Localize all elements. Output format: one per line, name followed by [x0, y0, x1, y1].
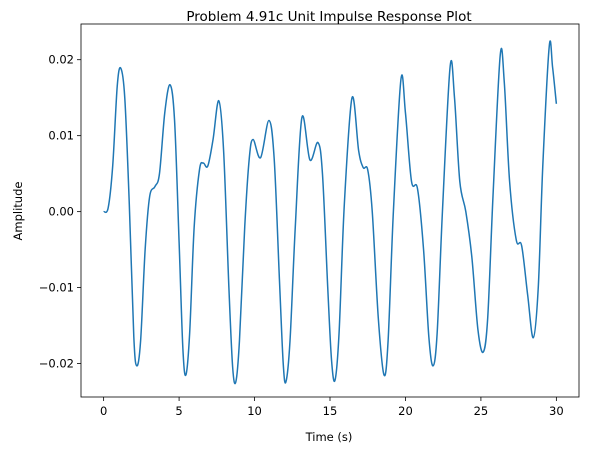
y-tick-label: 0.00	[48, 205, 74, 219]
x-axis-label: Time (s)	[305, 430, 353, 444]
data-line	[103, 40, 558, 385]
x-tick-label: 15	[323, 404, 338, 418]
x-tick-label: 10	[247, 404, 262, 418]
x-tick-label: 25	[474, 404, 489, 418]
y-tick-label: −0.01	[39, 281, 74, 295]
y-tick-label: 0.01	[48, 129, 74, 143]
y-tick-label: 0.02	[48, 53, 74, 67]
x-tick-label: 30	[549, 404, 564, 418]
x-tick-label: 20	[398, 404, 413, 418]
chart-title: Problem 4.91c Unit Impulse Response Plot	[186, 9, 471, 25]
x-tick-label: 0	[100, 404, 107, 418]
y-axis-label: Amplitude	[11, 182, 25, 241]
y-tick-label: −0.02	[39, 357, 74, 371]
x-tick-label: 5	[175, 404, 182, 418]
plot-frame	[80, 23, 580, 398]
